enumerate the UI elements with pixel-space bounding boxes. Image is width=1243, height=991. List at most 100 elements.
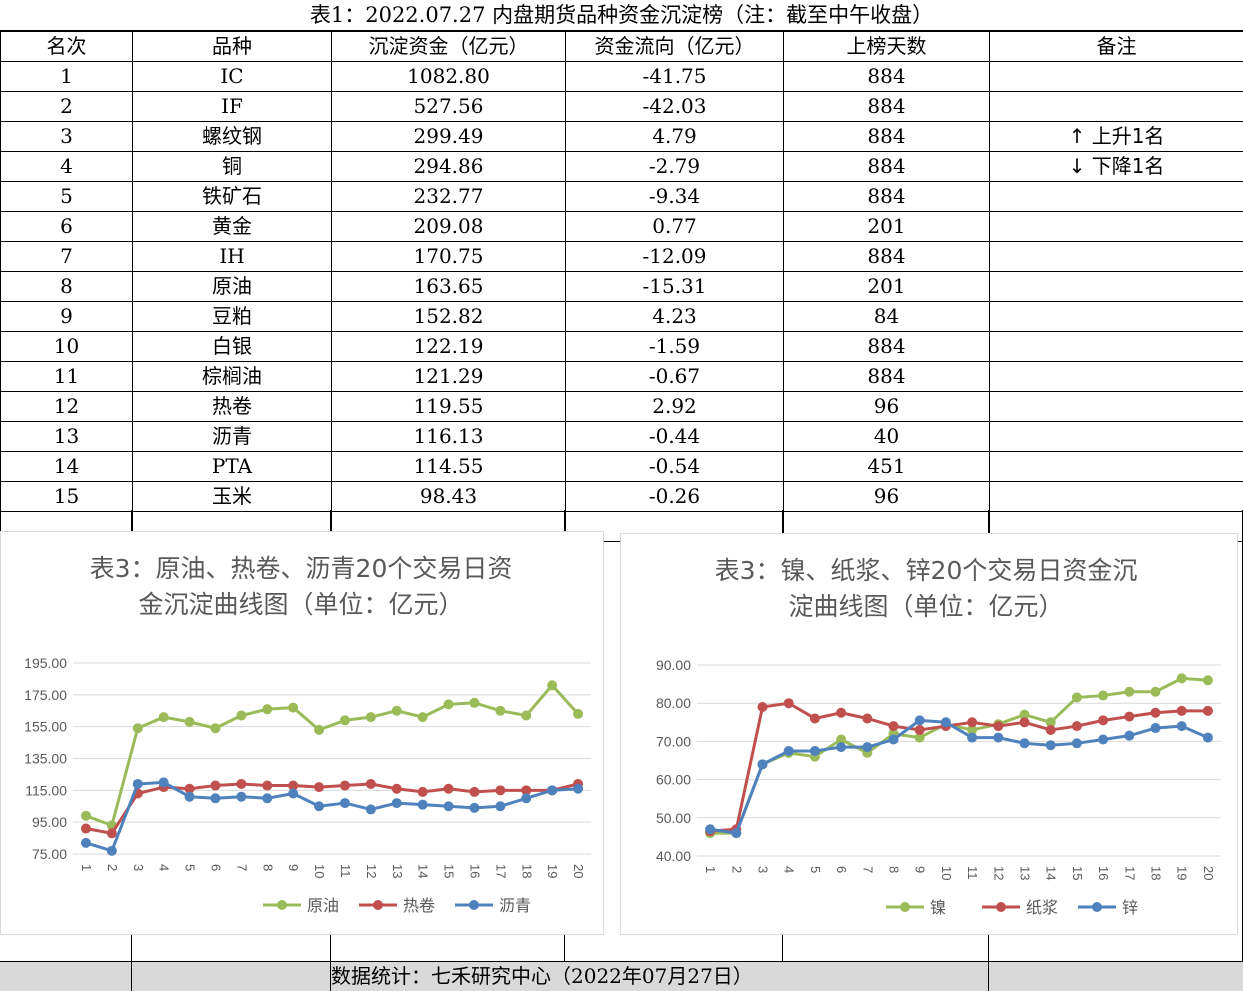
table-row: 15 玉米 98.43 -0.26 96 [0, 481, 1243, 512]
y-tick-label: 175.00 [24, 687, 67, 703]
data-point [836, 742, 847, 753]
cell-flow: -0.67 [565, 361, 784, 392]
y-tick-label: 60.00 [656, 772, 691, 788]
cell-name: 豆粕 [132, 301, 332, 332]
cell-amount: 209.08 [331, 211, 566, 242]
table-row: 8 原油 163.65 -15.31 201 [0, 271, 1243, 302]
cell-rank: 5 [0, 181, 133, 212]
table-row: 2 IF 527.56 -42.03 884 [0, 91, 1243, 122]
data-point [443, 783, 454, 794]
cell-flow: -42.03 [565, 91, 784, 122]
cell-days: 884 [783, 91, 990, 122]
data-point [417, 786, 428, 797]
x-tick-label: 17 [493, 864, 508, 878]
cell-rank: 11 [0, 361, 133, 392]
series-line [709, 701, 1208, 833]
cell-name: 热卷 [132, 391, 332, 422]
x-tick-label: 18 [1149, 866, 1164, 880]
data-point [1071, 738, 1082, 749]
table-header-row: 名次 品种 沉淀资金（亿元） 资金流向（亿元） 上榜天数 备注 [0, 31, 1243, 62]
cell-rank: 14 [0, 451, 133, 482]
x-tick-label: 1 [703, 866, 718, 873]
data-point [993, 721, 1004, 732]
cell-amount: 294.86 [331, 151, 566, 182]
cell-note [989, 301, 1243, 332]
cell-days: 201 [783, 271, 990, 302]
data-point [547, 680, 558, 691]
cell-note [989, 271, 1243, 302]
cell-name: 玉米 [132, 481, 332, 512]
legend-label: 沥青 [499, 896, 531, 915]
table-row: 5 铁矿石 232.77 -9.34 884 [0, 181, 1243, 212]
legend-marker [469, 900, 479, 910]
y-tick-label: 155.00 [24, 719, 67, 735]
data-point [262, 704, 273, 715]
x-tick-label: 11 [338, 864, 353, 878]
data-point [757, 702, 768, 713]
data-point [339, 798, 350, 809]
data-point [469, 786, 480, 797]
data-point [288, 780, 299, 791]
cell-amount: 232.77 [331, 181, 566, 212]
data-point [914, 732, 925, 743]
cell-rank: 13 [0, 421, 133, 452]
cell-name: IF [132, 91, 332, 122]
data-point [783, 745, 794, 756]
data-point [236, 778, 247, 789]
legend-marker [277, 900, 287, 910]
data-point [914, 724, 925, 735]
data-point [1045, 717, 1056, 728]
x-tick-label: 12 [364, 864, 379, 878]
cell-note [989, 181, 1243, 212]
cell-days: 40 [783, 421, 990, 452]
data-point [417, 712, 428, 723]
cell-note: ↓ 下降1名 [989, 151, 1243, 182]
x-tick-label: 3 [756, 866, 771, 873]
data-point [1150, 686, 1161, 697]
data-point [132, 723, 143, 734]
table-row: 7 IH 170.75 -12.09 884 [0, 241, 1243, 272]
cell-days: 884 [783, 181, 990, 212]
y-tick-label: 70.00 [656, 733, 691, 749]
cell-amount: 152.82 [331, 301, 566, 332]
data-point [1176, 721, 1187, 732]
cell-flow: 2.92 [565, 391, 784, 422]
y-tick-label: 75.00 [32, 846, 67, 862]
x-tick-label: 15 [442, 864, 457, 878]
cell-flow: 0.77 [565, 211, 784, 242]
data-point [1019, 738, 1030, 749]
data-point [469, 697, 480, 708]
data-point [836, 734, 847, 745]
data-point [262, 793, 273, 804]
cell-days: 201 [783, 211, 990, 242]
data-point [521, 785, 532, 796]
table-row: 4 铜 294.86 -2.79 884 ↓ 下降1名 [0, 151, 1243, 182]
data-point [132, 778, 143, 789]
x-tick-label: 4 [782, 866, 797, 873]
table-body: 1 IC 1082.80 -41.75 884 2 IF 527.56 -42.03 884 3 螺纹… [0, 61, 1243, 542]
ranking-table: 名次 品种 沉淀资金（亿元） 资金流向（亿元） 上榜天数 备注 1 IC 1082.… [0, 31, 1243, 542]
x-tick-label: 3 [131, 864, 146, 871]
y-tick-label: 95.00 [32, 814, 67, 830]
cell-rank: 12 [0, 391, 133, 422]
data-point [391, 798, 402, 809]
data-point [521, 793, 532, 804]
data-point [888, 721, 899, 732]
table-row: 3 螺纹钢 299.49 4.79 884 ↑ 上升1名 [0, 121, 1243, 152]
x-tick-label: 8 [260, 864, 275, 871]
data-point [521, 710, 532, 721]
cell-name: 螺纹钢 [132, 121, 332, 152]
y-tick-label: 50.00 [656, 810, 691, 826]
cell-rank: 4 [0, 151, 133, 182]
cell-days: 96 [783, 391, 990, 422]
data-point [80, 810, 91, 821]
cell-days: 884 [783, 151, 990, 182]
cell-amount: 122.19 [331, 331, 566, 362]
data-point [757, 759, 768, 770]
data-point [184, 791, 195, 802]
x-tick-label: 8 [887, 866, 902, 873]
data-point [314, 782, 325, 793]
data-point [365, 712, 376, 723]
data-point [1071, 692, 1082, 703]
